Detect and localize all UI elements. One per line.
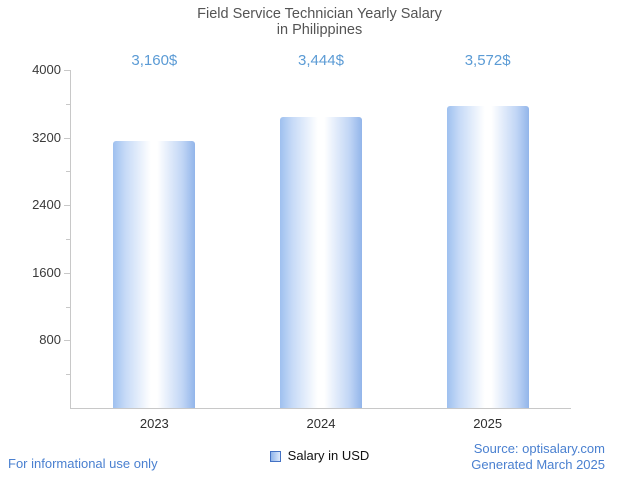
chart-title-line2: in Philippines (276, 22, 363, 38)
y-axis-major-tick (64, 137, 70, 139)
bar-2024 (280, 116, 362, 408)
chart-title-line1: Field Service Technician Yearly Salary (197, 6, 442, 22)
y-axis-minor-tick (66, 171, 70, 173)
bar-2025 (446, 106, 529, 408)
generated-text: Generated March 2025 (471, 457, 605, 472)
y-axis-tick-label: 4000 (32, 62, 61, 77)
y-axis-major-tick (64, 205, 70, 207)
y-axis-tick-label: 3200 (32, 129, 61, 145)
y-axis-tick-label: 1600 (32, 264, 61, 280)
plot-area: 800 1600 2400 3200 4000 3,160$ 2023 3,444$ 2024 3… (32, 53, 571, 431)
y-axis-major-tick (64, 272, 70, 274)
y-axis-minor-tick (66, 239, 70, 240)
bar-2023 (113, 140, 196, 408)
bar-value-label: 3,572$ (464, 52, 511, 69)
source-text: Source: optisalary.com (473, 441, 605, 456)
y-axis-major-tick (64, 340, 70, 342)
legend-marker-icon (269, 450, 281, 462)
y-axis-tick-label: 2400 (32, 197, 61, 213)
y-axis-minor-tick (66, 103, 70, 105)
legend: Salary in USD (0, 449, 639, 463)
x-axis-tick-label: 2025 (473, 416, 503, 431)
y-axis-tick-label: 800 (39, 332, 61, 348)
y-axis-major-tick (64, 70, 70, 71)
bar-value-label: 3,444$ (298, 52, 344, 69)
legend-label: Salary in USD (287, 448, 370, 463)
bar-value-label: 3,160$ (131, 52, 178, 69)
x-axis-tick-label: 2024 (306, 416, 336, 431)
x-axis-tick-label: 2023 (139, 416, 169, 431)
disclaimer-text: For informational use only (8, 456, 158, 471)
y-axis-minor-tick (66, 374, 70, 376)
chart-title: Field Service Technician Yearly Salary i… (0, 6, 639, 38)
y-axis-minor-tick (66, 306, 70, 308)
source-block: Source: optisalary.com Generated March 2… (471, 441, 605, 473)
